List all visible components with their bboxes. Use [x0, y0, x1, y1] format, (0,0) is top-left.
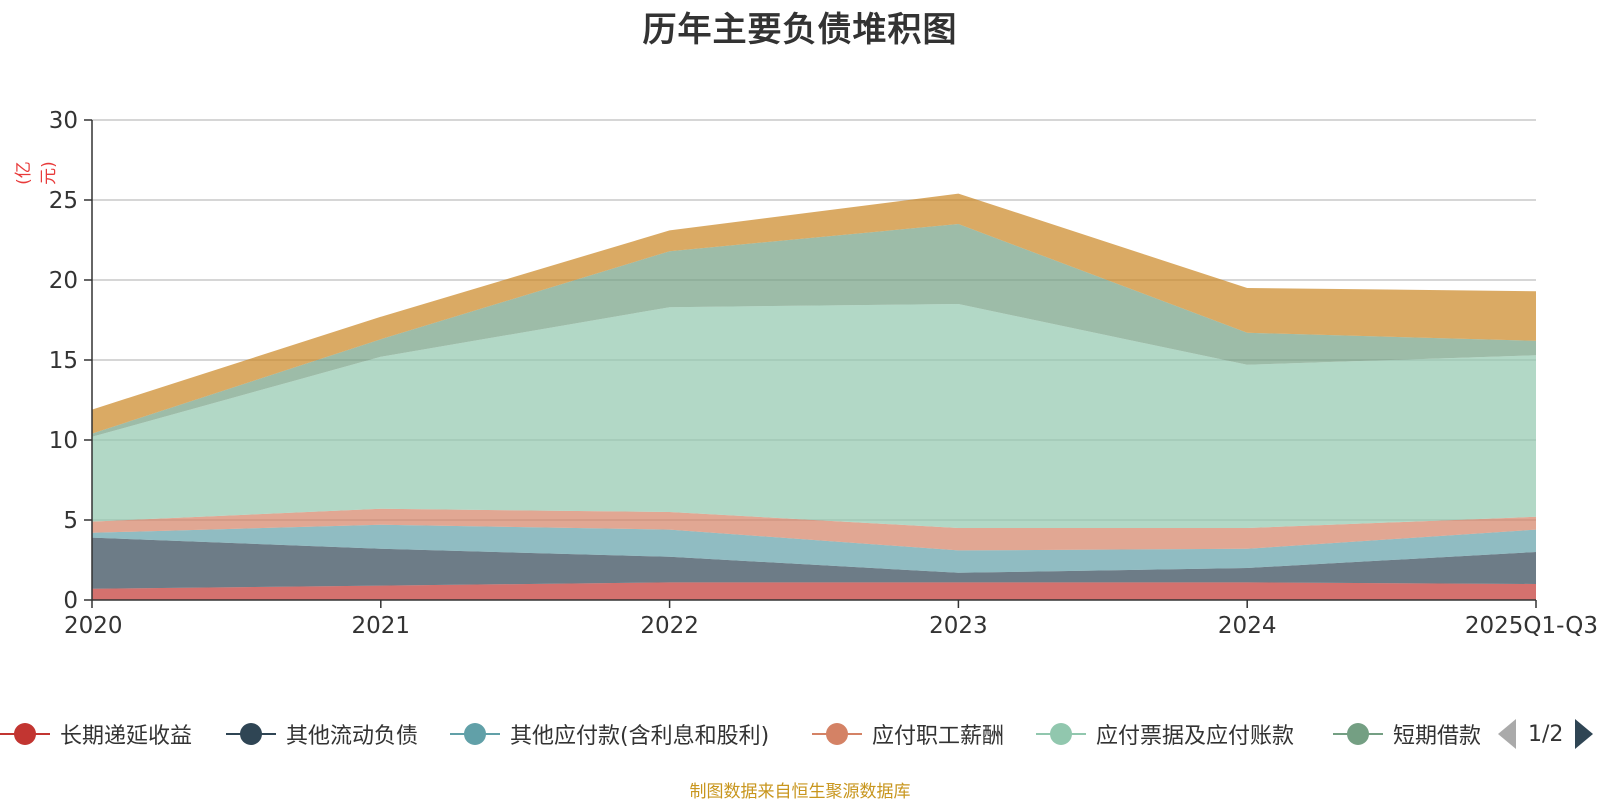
y-tick-label: 30 [49, 108, 78, 134]
legend-marker-icon [450, 716, 500, 752]
y-tick-label: 5 [63, 508, 78, 534]
legend-item[interactable]: 短期借款 [1333, 716, 1480, 752]
legend-page-indicator: 1/2 [1528, 721, 1564, 747]
area-series-3 [92, 508, 1536, 551]
chart-title: 历年主要负债堆积图 [642, 10, 958, 50]
x-tick-label: 2021 [352, 613, 411, 639]
y-tick-label: 0 [63, 588, 78, 614]
legend-marker-icon [812, 716, 862, 752]
area-series-5 [92, 224, 1536, 437]
legend-prev-icon[interactable] [1498, 719, 1516, 749]
x-tick-label: 2025Q1-Q3 [1465, 613, 1598, 639]
area-series-6 [92, 193, 1536, 434]
legend-label: 其他流动负债 [286, 724, 419, 749]
legend-label: 应付票据及应付账款 [1096, 724, 1295, 749]
y-tick-label: 20 [49, 268, 78, 294]
area-series-0 [92, 582, 1536, 600]
legend-marker-icon [1333, 716, 1383, 752]
area-series [92, 193, 1536, 600]
legend-item[interactable]: 应付票据及应付账款 [1036, 716, 1294, 752]
legend-item[interactable]: 应付职工薪酬 [812, 716, 1004, 752]
legend-label: 长期递延收益 [60, 724, 193, 749]
legend-items: 长期递延收益 其他流动负债 其他应付款(含利息和股利) 应付职工薪酬 应付票据及应付账款… [0, 716, 1480, 752]
legend-label: 应付职工薪酬 [872, 724, 1005, 749]
area-series-1 [92, 537, 1536, 589]
area-series-4 [92, 304, 1536, 528]
x-tick-label: 2022 [640, 613, 699, 639]
legend-marker-icon [226, 716, 276, 752]
legend-marker-icon [0, 716, 50, 752]
x-axis-ticks: 2020 2021 2022 2023 2024 2025Q1-Q3 [64, 600, 1598, 639]
data-source-note: 制图数据来自恒生聚源数据库 [689, 782, 911, 802]
legend: 长期递延收益 其他流动负债 其他应付款(含利息和股利) 应付职工薪酬 应付票据及应付账款… [0, 716, 1600, 752]
y-tick-label: 10 [49, 428, 78, 454]
legend-label: 短期借款 [1393, 724, 1480, 749]
legend-label: 其他应付款(含利息和股利) [510, 724, 770, 749]
x-tick-label: 2020 [64, 613, 123, 639]
legend-item[interactable]: 其他应付款(含利息和股利) [450, 716, 769, 752]
area-series-2 [92, 524, 1536, 573]
y-tick-label: 25 [49, 188, 78, 214]
y-tick-label: 15 [49, 348, 78, 374]
legend-pager: 1/2 [1498, 716, 1594, 752]
y-axis-unit: (亿元) [14, 161, 59, 185]
legend-item[interactable]: 长期递延收益 [0, 716, 192, 752]
legend-item[interactable]: 其他流动负债 [226, 716, 418, 752]
y-axis-ticks: 0 5 10 15 20 25 30 [49, 108, 92, 614]
legend-next-icon[interactable] [1575, 719, 1594, 749]
x-tick-label: 2024 [1218, 613, 1277, 639]
x-tick-label: 2023 [929, 613, 988, 639]
legend-marker-icon [1036, 716, 1086, 752]
